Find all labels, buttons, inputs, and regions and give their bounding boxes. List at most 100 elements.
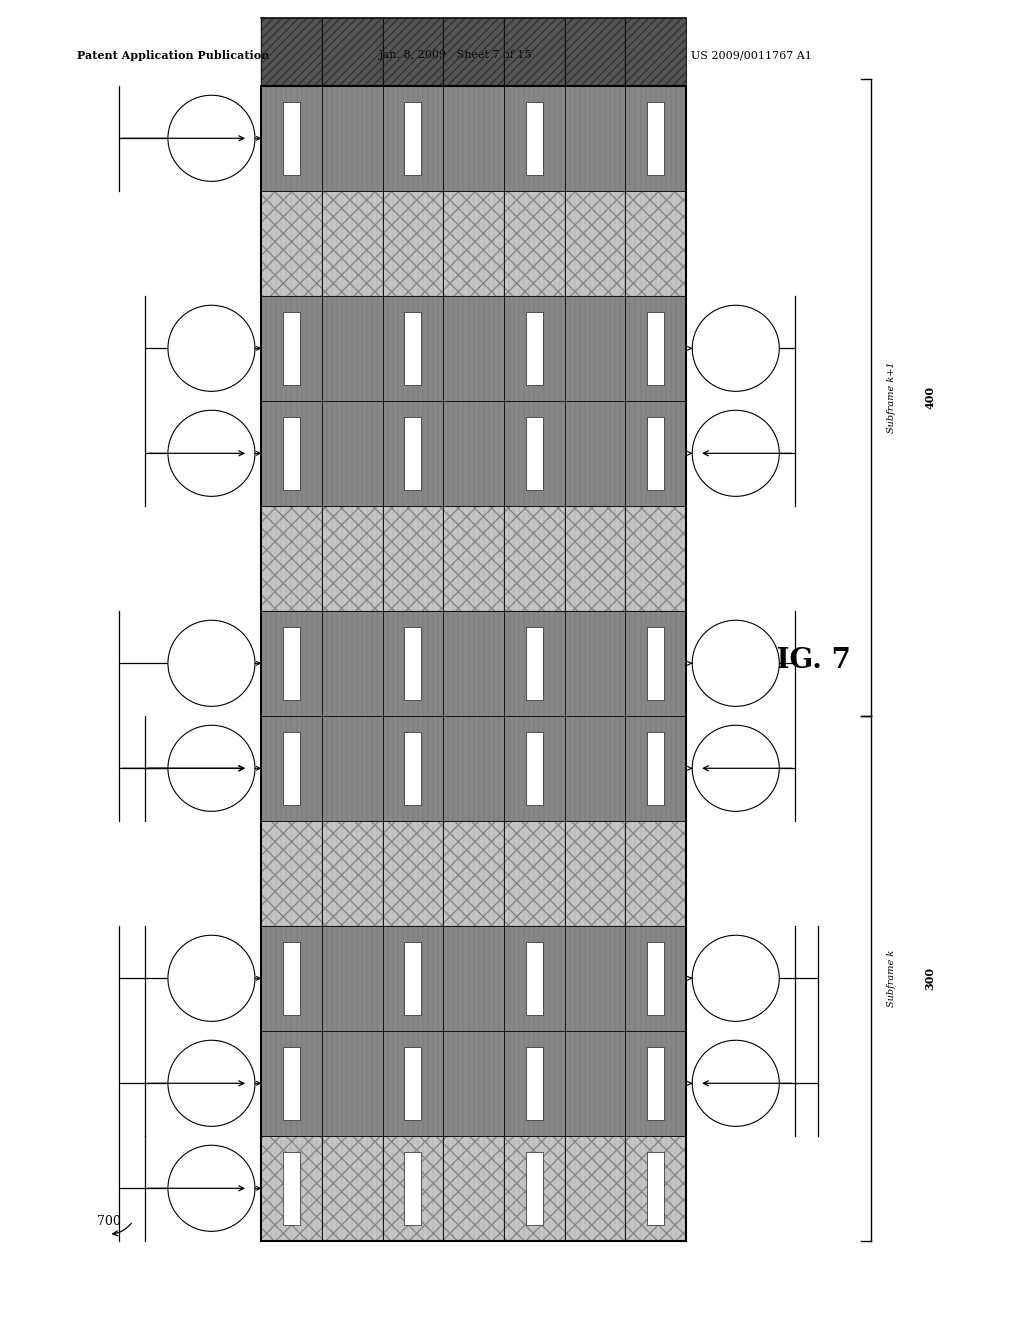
Bar bbox=[564, 86, 626, 191]
Ellipse shape bbox=[168, 95, 255, 181]
Text: Jan. 8, 2009   Sheet 7 of 15: Jan. 8, 2009 Sheet 7 of 15 bbox=[379, 50, 532, 61]
Bar bbox=[626, 506, 686, 611]
Ellipse shape bbox=[692, 305, 779, 391]
Bar bbox=[626, 715, 686, 821]
Bar bbox=[283, 102, 300, 176]
Bar bbox=[564, 296, 626, 401]
Text: 700: 700 bbox=[97, 1214, 121, 1228]
Bar bbox=[383, 506, 443, 611]
Bar bbox=[525, 731, 543, 805]
Bar bbox=[261, 821, 322, 925]
Bar bbox=[322, 296, 383, 401]
Ellipse shape bbox=[692, 936, 779, 1022]
Text: Patent Application Publication: Patent Application Publication bbox=[77, 50, 269, 61]
Bar bbox=[504, 506, 564, 611]
Bar bbox=[647, 312, 665, 385]
Bar bbox=[261, 1135, 322, 1241]
Bar bbox=[283, 627, 300, 700]
Bar bbox=[443, 506, 504, 611]
Bar bbox=[404, 312, 422, 385]
Bar bbox=[564, 401, 626, 506]
Bar bbox=[322, 715, 383, 821]
Bar bbox=[383, 296, 443, 401]
Bar bbox=[443, 86, 504, 191]
Ellipse shape bbox=[168, 620, 255, 706]
Bar bbox=[564, 925, 626, 1031]
Bar bbox=[322, 17, 383, 86]
Ellipse shape bbox=[692, 1040, 779, 1126]
Bar bbox=[261, 611, 322, 715]
Bar bbox=[261, 1031, 322, 1135]
Bar bbox=[564, 506, 626, 611]
Text: US 2009/0011767 A1: US 2009/0011767 A1 bbox=[691, 50, 812, 61]
Bar bbox=[383, 17, 443, 86]
Bar bbox=[261, 401, 322, 506]
Ellipse shape bbox=[168, 1040, 255, 1126]
Ellipse shape bbox=[168, 725, 255, 812]
Bar bbox=[525, 1047, 543, 1121]
Bar bbox=[322, 86, 383, 191]
Bar bbox=[626, 191, 686, 296]
Bar bbox=[647, 417, 665, 490]
Bar bbox=[626, 401, 686, 506]
Bar bbox=[564, 821, 626, 925]
Bar bbox=[564, 1135, 626, 1241]
Bar bbox=[564, 191, 626, 296]
Bar bbox=[443, 1135, 504, 1241]
Bar bbox=[261, 1135, 322, 1241]
Bar bbox=[322, 1135, 383, 1241]
Bar bbox=[383, 715, 443, 821]
Bar bbox=[564, 1031, 626, 1135]
Bar bbox=[283, 417, 300, 490]
Bar bbox=[525, 941, 543, 1015]
Bar bbox=[504, 191, 564, 296]
Bar bbox=[504, 1135, 564, 1241]
Bar bbox=[322, 1031, 383, 1135]
Bar bbox=[261, 821, 322, 925]
Bar bbox=[443, 506, 504, 611]
Bar bbox=[261, 86, 686, 1241]
Ellipse shape bbox=[692, 620, 779, 706]
Bar bbox=[283, 731, 300, 805]
Bar bbox=[261, 506, 322, 611]
Bar bbox=[504, 821, 564, 925]
Bar bbox=[626, 86, 686, 191]
Bar bbox=[261, 296, 322, 401]
Bar bbox=[525, 627, 543, 700]
Bar bbox=[443, 296, 504, 401]
Bar bbox=[564, 821, 626, 925]
Bar bbox=[504, 715, 564, 821]
Text: Subframe k+1: Subframe k+1 bbox=[887, 362, 896, 433]
Bar bbox=[626, 1031, 686, 1135]
Bar bbox=[525, 1151, 543, 1225]
Bar bbox=[404, 102, 422, 176]
Bar bbox=[283, 1151, 300, 1225]
Bar bbox=[504, 296, 564, 401]
Bar bbox=[322, 1135, 383, 1241]
Bar bbox=[647, 731, 665, 805]
Ellipse shape bbox=[692, 411, 779, 496]
Bar bbox=[383, 1031, 443, 1135]
Bar bbox=[647, 627, 665, 700]
Bar bbox=[443, 821, 504, 925]
Bar bbox=[504, 821, 564, 925]
Bar bbox=[443, 191, 504, 296]
Bar bbox=[383, 611, 443, 715]
Bar bbox=[504, 611, 564, 715]
Bar bbox=[322, 925, 383, 1031]
Bar bbox=[626, 821, 686, 925]
Bar bbox=[383, 1135, 443, 1241]
Bar bbox=[261, 191, 322, 296]
Bar bbox=[626, 821, 686, 925]
Bar bbox=[626, 506, 686, 611]
Bar bbox=[383, 86, 443, 191]
Bar bbox=[383, 191, 443, 296]
Bar bbox=[443, 401, 504, 506]
Bar bbox=[261, 86, 322, 191]
Bar bbox=[322, 821, 383, 925]
Bar bbox=[647, 941, 665, 1015]
Bar bbox=[504, 925, 564, 1031]
Bar bbox=[261, 506, 322, 611]
Bar bbox=[383, 191, 443, 296]
Bar bbox=[626, 191, 686, 296]
